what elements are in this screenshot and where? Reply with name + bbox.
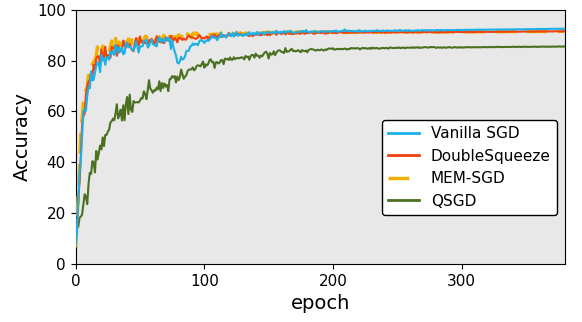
X-axis label: epoch: epoch: [290, 294, 350, 313]
Legend: Vanilla SGD, DoubleSqueeze, MEM-SGD, QSGD: Vanilla SGD, DoubleSqueeze, MEM-SGD, QSG…: [382, 120, 557, 215]
Y-axis label: Accuracy: Accuracy: [12, 92, 31, 181]
